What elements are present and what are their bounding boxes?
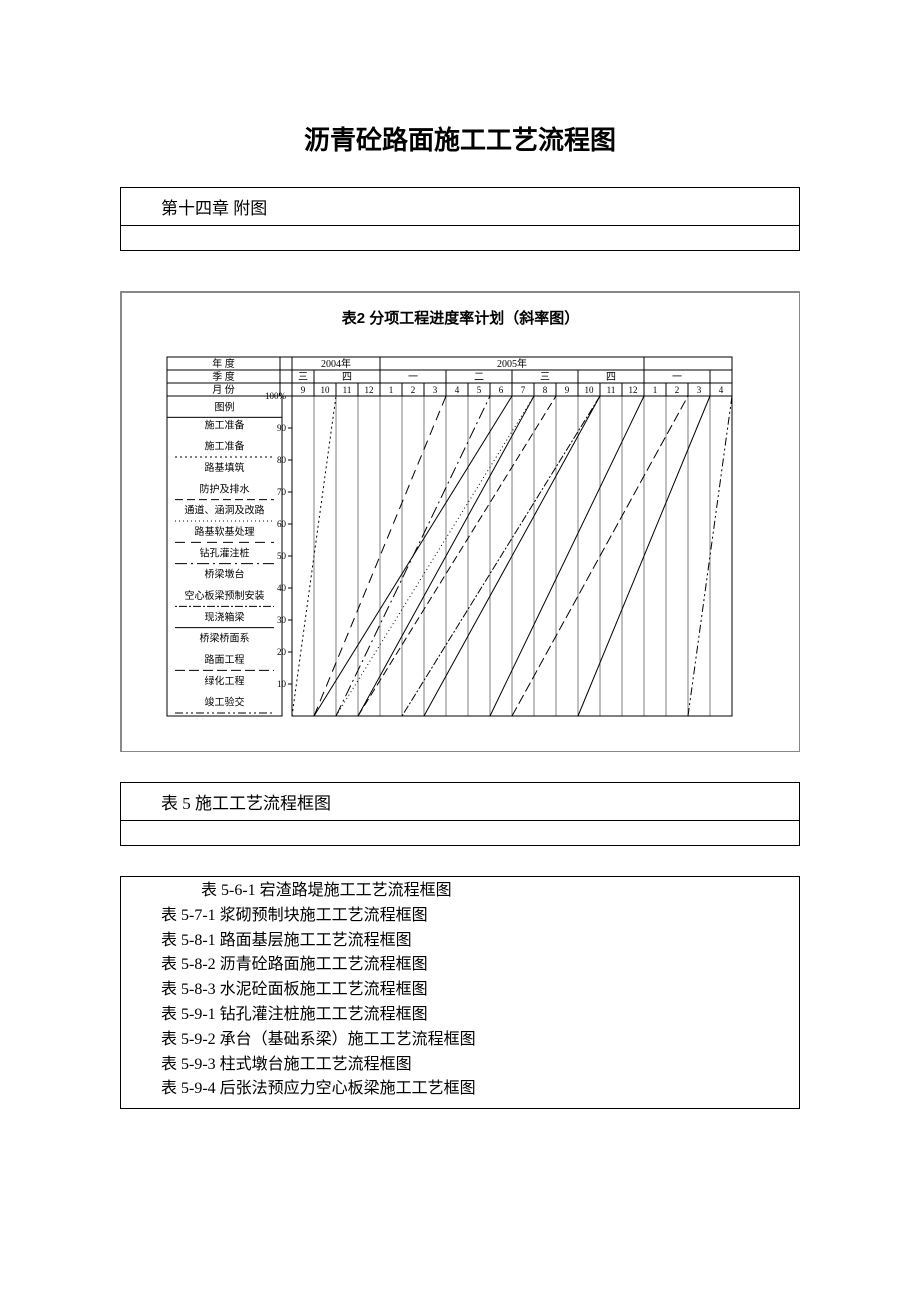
svg-text:路基软基处理: 路基软基处理 [195, 525, 255, 538]
svg-text:4: 4 [455, 385, 460, 395]
section-header: 第十四章 附图 [121, 188, 799, 226]
svg-text:12: 12 [365, 385, 374, 395]
svg-text:2: 2 [411, 385, 416, 395]
svg-text:2: 2 [675, 385, 680, 395]
svg-text:一: 一 [672, 372, 682, 383]
svg-text:竣工验交: 竣工验交 [205, 696, 245, 709]
progress-chart: 年 度季 度月 份2004年2005年三四一二三四一91011121234567… [122, 336, 742, 736]
list-item: 表 5-9-2 承台（基础系梁）施工工艺流程框图 [121, 1028, 799, 1053]
list-item: 表 5-9-4 后张法预应力空心板梁施工工艺框图 [121, 1077, 799, 1102]
svg-text:钻孔灌注桩: 钻孔灌注桩 [200, 546, 250, 559]
svg-text:防护及排水: 防护及排水 [200, 482, 250, 495]
svg-text:路基填筑: 路基填筑 [205, 461, 245, 474]
svg-text:10: 10 [321, 385, 331, 395]
svg-text:图例: 图例 [215, 401, 235, 414]
svg-text:三: 三 [540, 372, 550, 383]
svg-text:施工准备: 施工准备 [205, 440, 245, 453]
svg-text:年 度: 年 度 [212, 357, 235, 370]
section-body [121, 226, 799, 250]
svg-text:空心板梁预制安装: 空心板梁预制安装 [185, 589, 265, 602]
list-item: 表 5-9-3 柱式墩台施工工艺流程框图 [121, 1053, 799, 1078]
list-item: 表 5-8-1 路面基层施工工艺流程框图 [121, 929, 799, 954]
list-item: 表 5-6-1 宕渣路堤施工工艺流程框图 [121, 879, 799, 904]
section-header-2: 表 5 施工工艺流程框图 [121, 783, 799, 821]
document-page: 沥青砼路面施工工艺流程图 第十四章 附图 表2 分项工程进度率计划（斜率图） 年… [0, 0, 920, 1179]
chart-svg-wrap: 年 度季 度月 份2004年2005年三四一二三四一91011121234567… [122, 336, 799, 741]
svg-text:二: 二 [474, 372, 484, 383]
svg-text:四: 四 [606, 372, 616, 383]
flowchart-list: 表 5-6-1 宕渣路堤施工工艺流程框图表 5-7-1 浆砌预制块施工工艺流程框… [120, 876, 800, 1109]
list-item: 表 5-7-1 浆砌预制块施工工艺流程框图 [121, 904, 799, 929]
progress-chart-container: 表2 分项工程进度率计划（斜率图） 年 度季 度月 份 2004年 2005年三 四 一… [120, 291, 800, 752]
svg-text:一: 一 [408, 372, 418, 383]
svg-text:通道、涵洞及改路: 通道、涵洞及改路 [185, 504, 265, 517]
list-item: 表 5-8-2 沥青砼路面施工工艺流程框图 [121, 953, 799, 978]
svg-text:月 份: 月 份 [212, 384, 235, 396]
svg-text:1: 1 [389, 385, 394, 395]
chart-title: 表2 分项工程进度率计划（斜率图） [122, 303, 799, 336]
section-body-2 [121, 821, 799, 845]
svg-text:8: 8 [543, 385, 548, 395]
svg-text:9: 9 [301, 385, 306, 395]
svg-text:三: 三 [298, 372, 308, 383]
svg-text:7: 7 [521, 385, 526, 395]
svg-text:3: 3 [697, 385, 702, 395]
svg-text:11: 11 [607, 385, 616, 395]
svg-text:桥梁墩台: 桥梁墩台 [205, 568, 245, 581]
svg-text:季 度: 季 度 [212, 370, 235, 383]
svg-text:2004年: 2004年 [321, 357, 351, 370]
svg-text:6: 6 [499, 385, 504, 395]
svg-text:现浇箱梁: 现浇箱梁 [205, 610, 245, 623]
svg-text:12: 12 [629, 385, 638, 395]
svg-text:1: 1 [653, 385, 658, 395]
svg-text:桥梁桥面系: 桥梁桥面系 [200, 632, 250, 645]
svg-text:3: 3 [433, 385, 438, 395]
svg-text:10: 10 [585, 385, 595, 395]
svg-text:4: 4 [719, 385, 724, 395]
section-table-5: 表 5 施工工艺流程框图 [120, 782, 800, 846]
svg-text:2005年: 2005年 [497, 357, 527, 370]
section-chapter-14: 第十四章 附图 [120, 187, 800, 251]
svg-text:11: 11 [343, 385, 352, 395]
list-item: 表 5-8-3 水泥砼面板施工工艺流程框图 [121, 978, 799, 1003]
page-title: 沥青砼路面施工工艺流程图 [60, 120, 860, 157]
list-item: 表 5-9-1 钻孔灌注桩施工工艺流程框图 [121, 1003, 799, 1028]
svg-text:施工准备: 施工准备 [205, 418, 245, 431]
svg-text:四: 四 [342, 372, 352, 383]
svg-text:5: 5 [477, 385, 482, 395]
svg-text:9: 9 [565, 385, 570, 395]
svg-text:绿化工程: 绿化工程 [205, 674, 245, 687]
svg-text:路面工程: 路面工程 [205, 653, 245, 666]
